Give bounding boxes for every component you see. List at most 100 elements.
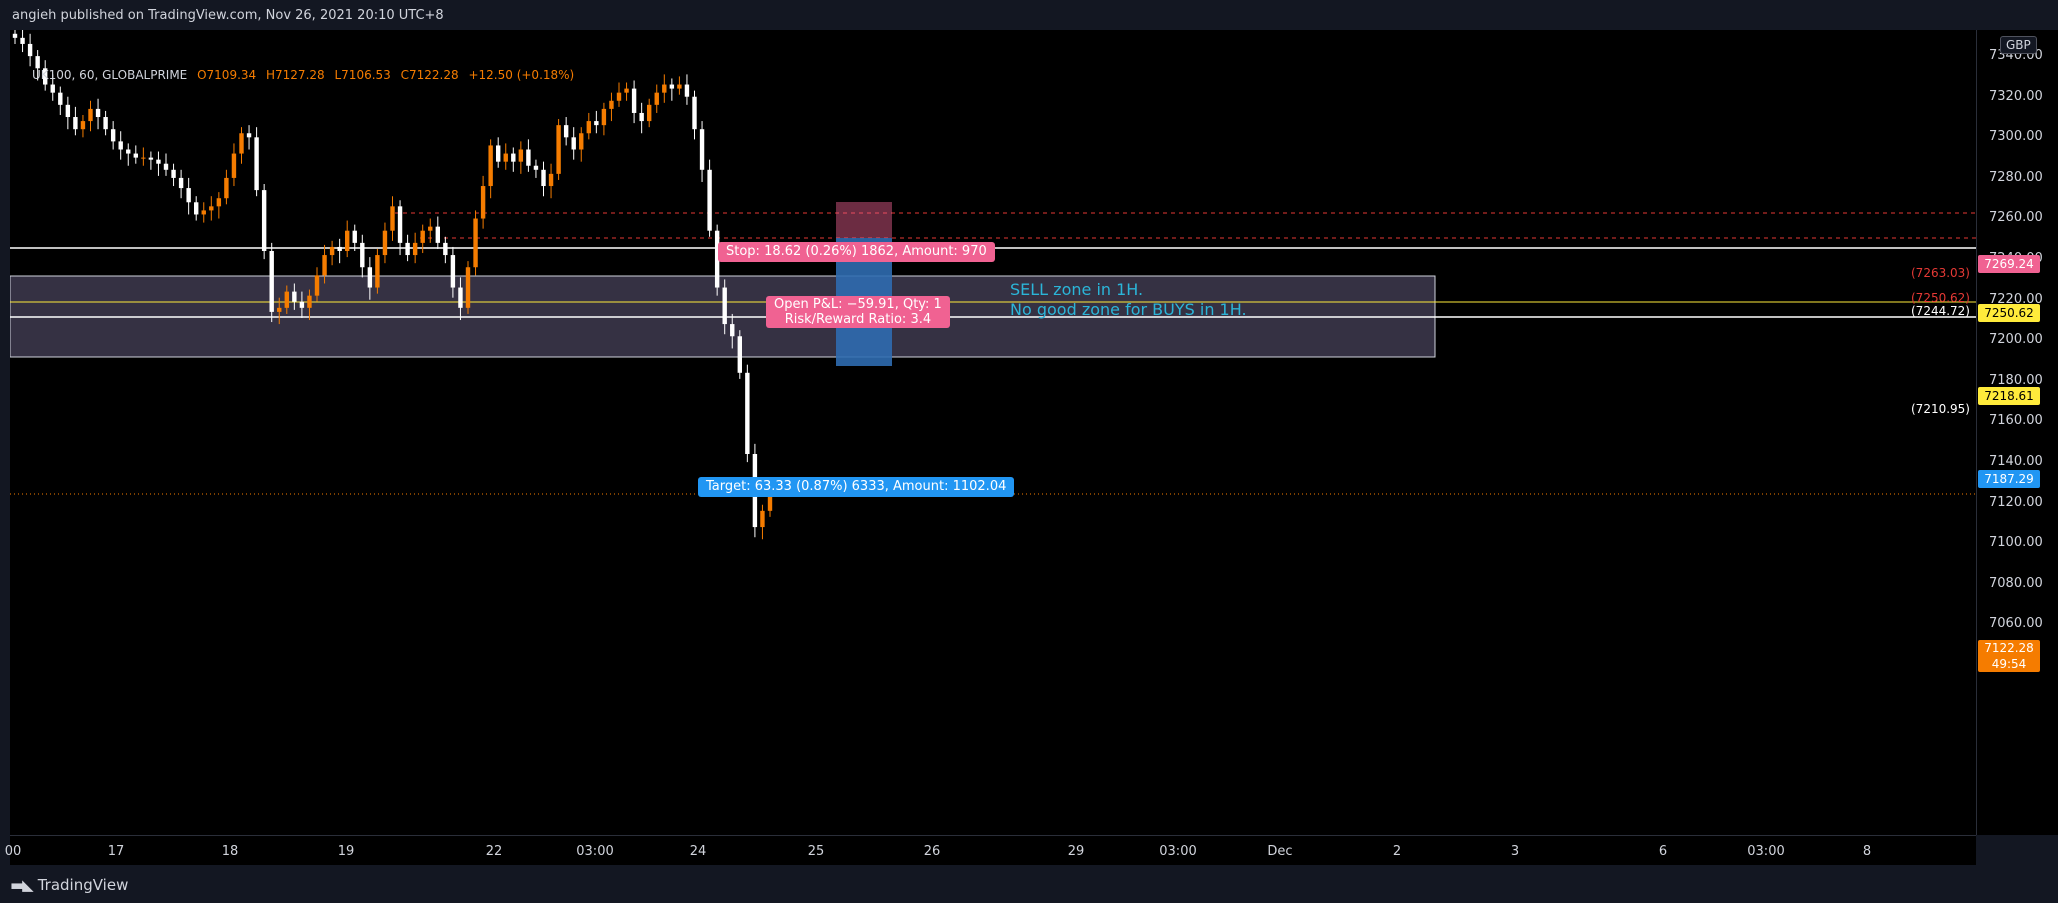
candle-body bbox=[692, 96, 697, 130]
candle-body bbox=[50, 84, 55, 93]
candle-body bbox=[707, 169, 712, 231]
candle-body bbox=[352, 230, 357, 243]
low-value: L7106.53 bbox=[334, 68, 391, 82]
candle-body bbox=[375, 255, 380, 288]
price-tick: 7200.00 bbox=[1989, 332, 2043, 348]
candle-body bbox=[443, 242, 448, 256]
symbol-label[interactable]: UK100, 60, GLOBALPRIME bbox=[32, 68, 188, 82]
candle-body bbox=[360, 242, 365, 268]
time-tick: 2 bbox=[1392, 844, 1402, 859]
close-value: C7122.28 bbox=[400, 68, 459, 82]
annotation-text[interactable]: SELL zone in 1H. No good zone for BUYS i… bbox=[1010, 280, 1247, 320]
candle-body bbox=[95, 108, 101, 118]
candle-body bbox=[201, 210, 206, 215]
candle-body bbox=[156, 159, 161, 164]
price-axis[interactable]: 7340.007320.007300.007280.007260.007240.… bbox=[1976, 30, 2058, 835]
entry-price-tag: 7250.62 bbox=[1978, 304, 2040, 322]
time-tick: 18 bbox=[221, 844, 239, 859]
tv-logo-icon: ▬◣ bbox=[10, 876, 34, 894]
candle-body bbox=[767, 490, 773, 511]
candle-body bbox=[518, 149, 524, 162]
candle-body bbox=[43, 68, 48, 85]
candle-body bbox=[397, 206, 403, 243]
candle-body bbox=[647, 104, 652, 122]
stop-label[interactable]: Stop: 18.62 (0.26%) 1862, Amount: 970 bbox=[718, 242, 995, 262]
chart-pane[interactable]: UK100, 60, GLOBALPRIME O7109.34 H7127.28… bbox=[9, 27, 1976, 835]
price-tick: 7060.00 bbox=[1989, 616, 2043, 632]
candle-body bbox=[133, 153, 138, 158]
position-stop-area bbox=[836, 202, 892, 238]
price-tick: 7300.00 bbox=[1989, 129, 2043, 145]
candle-body bbox=[20, 37, 25, 44]
candle-body bbox=[337, 246, 342, 251]
candle-body bbox=[563, 125, 569, 138]
candle-body bbox=[390, 206, 395, 231]
candle-body bbox=[420, 230, 425, 243]
candle-body bbox=[246, 133, 252, 138]
candle-body bbox=[322, 255, 327, 276]
candlestick-chart[interactable] bbox=[9, 27, 1976, 835]
candle-body bbox=[209, 206, 214, 211]
candle-body bbox=[231, 153, 237, 178]
chart-legend: UK100, 60, GLOBALPRIME O7109.34 H7127.28… bbox=[32, 68, 574, 82]
candle-body bbox=[624, 88, 629, 93]
candle-body bbox=[511, 153, 516, 162]
candle-body bbox=[654, 92, 659, 105]
time-tick: 6 bbox=[1658, 844, 1668, 859]
level-text-7244: (7244.72) bbox=[1911, 304, 1970, 318]
candle-body bbox=[503, 153, 508, 162]
time-tick: 8 bbox=[1862, 844, 1872, 859]
candle-body bbox=[178, 177, 184, 189]
candle-body bbox=[488, 145, 493, 187]
candle-body bbox=[314, 275, 320, 296]
candle-body bbox=[73, 117, 78, 130]
candle-body bbox=[126, 149, 131, 154]
price-tick: 7080.00 bbox=[1989, 575, 2043, 591]
candle-body bbox=[714, 230, 720, 288]
candle-body bbox=[616, 92, 622, 101]
annotation-line-2: No good zone for BUYS in 1H. bbox=[1010, 300, 1247, 319]
candle-body bbox=[194, 202, 199, 215]
pnl-line: Open P&L: −59.91, Qty: 1 bbox=[774, 297, 942, 312]
candle-body bbox=[382, 230, 388, 256]
candle-body bbox=[224, 177, 229, 199]
tradingview-logo[interactable]: ▬◣ TradingView bbox=[10, 876, 128, 894]
candle-body bbox=[27, 43, 33, 57]
last-price-tag: 7122.28 49:54 bbox=[1978, 640, 2040, 672]
candle-body bbox=[579, 133, 584, 150]
publish-header: angieh published on TradingView.com, Nov… bbox=[0, 0, 2058, 30]
time-axis[interactable]: 00 17 18 19 22 03:00 24 25 26 29 03:00 Dec 2 3 6 03:00 8 bbox=[5, 835, 1976, 866]
price-tick: 7180.00 bbox=[1989, 372, 2043, 388]
candle-body bbox=[526, 149, 531, 166]
candle-body bbox=[745, 372, 750, 454]
candle-body bbox=[216, 198, 222, 207]
candle-body bbox=[737, 336, 742, 373]
candle-body bbox=[186, 188, 191, 203]
currency-button[interactable]: GBP bbox=[2000, 36, 2037, 54]
time-tick: 25 bbox=[807, 844, 825, 859]
price-tick: 7160.00 bbox=[1989, 413, 2043, 429]
candle-body bbox=[571, 137, 576, 150]
target-price-tag: 7187.29 bbox=[1978, 470, 2040, 488]
candle-body bbox=[541, 169, 546, 187]
candles-group bbox=[12, 27, 773, 540]
candle-body bbox=[65, 104, 71, 118]
candle-body bbox=[261, 190, 267, 251]
candle-body bbox=[669, 84, 675, 89]
stop-price-tag: 7269.24 bbox=[1978, 255, 2040, 273]
price-tick: 7100.00 bbox=[1989, 535, 2043, 551]
candle-body bbox=[677, 84, 682, 89]
open-value: O7109.34 bbox=[197, 68, 257, 82]
time-tick: 03:00 bbox=[576, 844, 614, 859]
candle-body bbox=[12, 33, 18, 38]
candle-body bbox=[88, 108, 93, 122]
pnl-label[interactable]: Open P&L: −59.91, Qty: 1 Risk/Reward Rat… bbox=[766, 296, 950, 328]
candle-body bbox=[639, 112, 644, 122]
candle-body bbox=[299, 301, 305, 308]
candle-body bbox=[171, 169, 176, 178]
candle-body bbox=[601, 108, 607, 126]
candle-body bbox=[307, 295, 312, 308]
target-label[interactable]: Target: 63.33 (0.87%) 6333, Amount: 1102… bbox=[698, 477, 1015, 497]
logo-text: TradingView bbox=[37, 876, 129, 894]
candle-body bbox=[405, 242, 410, 256]
